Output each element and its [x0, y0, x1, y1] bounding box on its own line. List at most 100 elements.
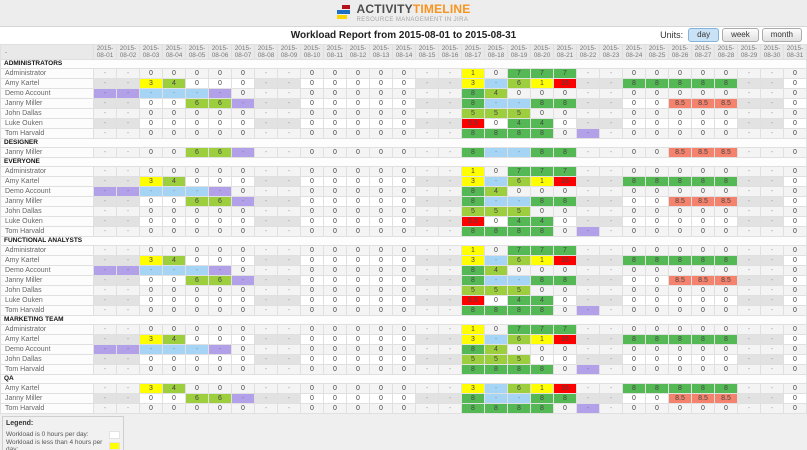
workload-cell: 0	[392, 364, 416, 375]
workload-cell: 0	[645, 354, 669, 365]
workload-cell: -	[254, 403, 278, 414]
workload-cell: 0	[162, 364, 186, 375]
user-name-cell: Tom Harvald	[0, 226, 94, 237]
user-name-cell: Demo Account	[0, 186, 94, 197]
workload-cell: -	[576, 324, 600, 335]
workload-cell: -	[415, 166, 439, 177]
workload-cell: 0	[691, 128, 715, 139]
workload-cell: 0	[622, 128, 646, 139]
workload-cell: -	[162, 265, 186, 276]
workload-cell: 0	[323, 216, 347, 227]
workload-cell: -	[438, 324, 462, 335]
unit-button-day[interactable]: day	[688, 28, 720, 42]
workload-cell: 0	[530, 265, 554, 276]
workload-cell: 0	[392, 226, 416, 237]
user-name-cell: John Dallas	[0, 206, 94, 217]
workload-cell: 0	[553, 295, 577, 306]
workload-cell: 0	[691, 226, 715, 237]
workload-cell: -	[277, 334, 301, 345]
user-name-cell: Tom Harvald	[0, 364, 94, 375]
workload-cell: 8	[530, 403, 554, 414]
workload-cell: 8	[461, 393, 485, 404]
date-column-header: 2015- 08-08	[254, 44, 278, 60]
workload-cell: 0	[392, 147, 416, 158]
workload-cell: -	[438, 98, 462, 109]
workload-cell: -	[116, 196, 140, 207]
workload-cell: -	[93, 383, 117, 394]
workload-cell: 4	[484, 88, 508, 99]
workload-cell: 0	[714, 68, 738, 79]
workload-cell: 0	[231, 285, 255, 296]
workload-cell: 16	[553, 383, 577, 394]
workload-cell: -	[599, 186, 623, 197]
workload-cell: 8	[461, 275, 485, 286]
date-column-header: 2015- 08-27	[691, 44, 715, 60]
workload-cell: -	[116, 118, 140, 129]
workload-cell: -	[599, 245, 623, 256]
date-column-header: 2015- 08-23	[599, 44, 623, 60]
date-column-header: 2015- 08-26	[668, 44, 692, 60]
workload-cell: 0	[691, 403, 715, 414]
workload-cell: 0	[139, 128, 163, 139]
workload-cell: 5	[507, 108, 531, 119]
group-name: FUNCTIONAL ANALYSTS	[0, 236, 807, 246]
workload-cell: -	[438, 88, 462, 99]
workload-cell: -	[277, 186, 301, 197]
workload-cell: 0	[185, 118, 209, 129]
workload-cell: 0	[208, 364, 232, 375]
workload-cell: -	[254, 128, 278, 139]
workload-cell: 0	[530, 344, 554, 355]
workload-cell: 7	[553, 324, 577, 335]
workload-cell: 8	[622, 255, 646, 266]
user-row: Demo Account - - - - - -0- -0 0 0 0 0- -8 4 0 0 0- -0 0 0 0 0…	[0, 88, 807, 99]
workload-cell: 0	[392, 334, 416, 345]
workload-cell: 0	[691, 364, 715, 375]
workload-cell: -	[277, 295, 301, 306]
workload-cell: 8	[645, 78, 669, 89]
workload-cell: -	[737, 393, 761, 404]
workload-cell: -	[599, 147, 623, 158]
workload-cell: 8.5	[714, 98, 738, 109]
workload-cell: -	[277, 344, 301, 355]
workload-cell: -	[760, 245, 784, 256]
workload-cell: -	[438, 354, 462, 365]
workload-cell: -	[576, 68, 600, 79]
workload-cell: 6	[507, 334, 531, 345]
workload-cell: 0	[553, 265, 577, 276]
user-name-cell: Tom Harvald	[0, 305, 94, 316]
corner-header: -	[0, 44, 94, 60]
workload-cell: 0	[668, 285, 692, 296]
workload-cell: 16	[553, 176, 577, 187]
workload-cell: -	[415, 226, 439, 237]
workload-cell: 0	[369, 275, 393, 286]
workload-cell: 0	[369, 206, 393, 217]
workload-cell: 0	[369, 255, 393, 266]
workload-cell: 8	[622, 78, 646, 89]
workload-cell: 0	[346, 186, 370, 197]
workload-cell: -	[277, 364, 301, 375]
workload-cell: 0	[714, 295, 738, 306]
workload-cell: 0	[300, 383, 324, 394]
workload-cell: -	[254, 393, 278, 404]
workload-cell: -	[93, 216, 117, 227]
workload-cell: 5.5	[461, 216, 485, 227]
workload-cell: 8	[530, 364, 554, 375]
user-name-cell: Amy Kartel	[0, 78, 94, 89]
workload-cell: 0	[139, 305, 163, 316]
unit-button-week[interactable]: week	[722, 28, 759, 42]
workload-cell: 0	[300, 176, 324, 187]
workload-cell: -	[231, 147, 255, 158]
workload-cell: 5	[507, 206, 531, 217]
stacked-bars-logo-icon	[336, 5, 352, 21]
workload-cell: 0	[392, 393, 416, 404]
workload-cell: 0	[162, 324, 186, 335]
user-name-cell: Administrator	[0, 166, 94, 177]
unit-button-month[interactable]: month	[761, 28, 802, 42]
date-column-header: 2015- 08-16	[438, 44, 462, 60]
workload-cell: -	[737, 206, 761, 217]
workload-cell: 3	[139, 255, 163, 266]
workload-cell: 4	[162, 78, 186, 89]
workload-cell: -	[93, 305, 117, 316]
workload-cell: -	[760, 98, 784, 109]
workload-cell: 0	[392, 275, 416, 286]
